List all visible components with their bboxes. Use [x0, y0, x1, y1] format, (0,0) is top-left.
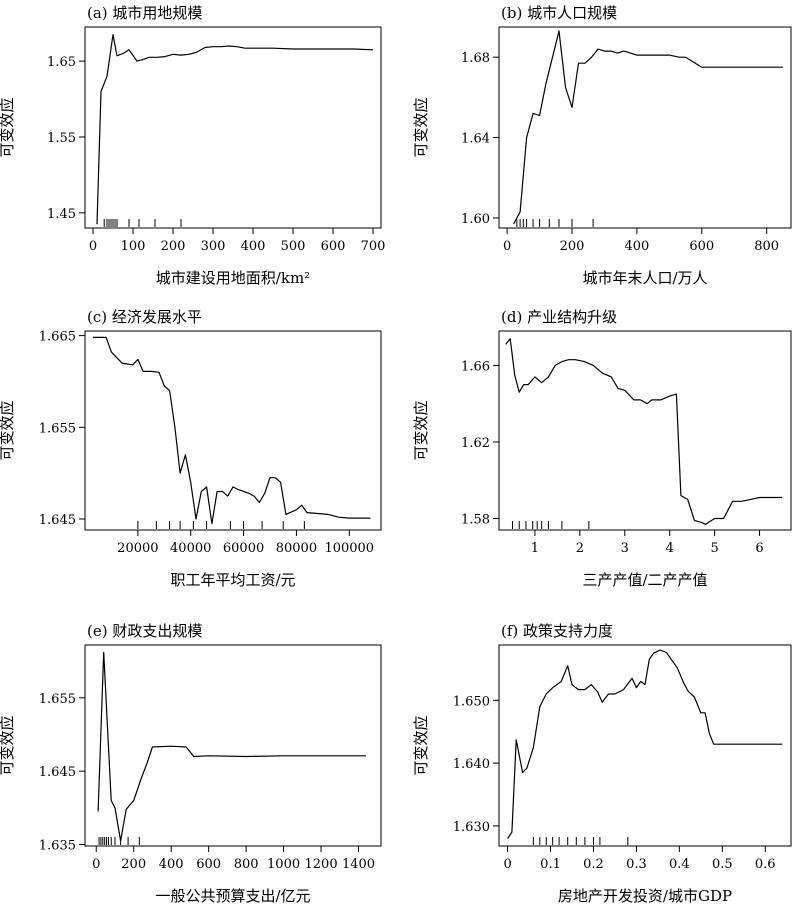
- x-tick-label: 200: [560, 239, 585, 254]
- x-tick-label: 0: [92, 857, 100, 872]
- y-axis-label: 可变效应: [412, 715, 430, 775]
- y-tick-label: 1.640: [453, 757, 490, 772]
- chart-panel-2: (b) 城市人口规模 0 200 400 600 800 1.60 1.64 1.68 城市年末人…: [412, 4, 792, 287]
- plot-frame: [84, 26, 382, 229]
- panel-title: (c) 经济发展水平: [87, 308, 202, 326]
- x-axis-label: 一般公共预算支出/亿元: [155, 887, 310, 905]
- y-tick-label: 1.45: [47, 207, 76, 222]
- y-tick-label: 1.645: [39, 513, 76, 528]
- y-tick-label: 1.62: [461, 436, 490, 451]
- plot-frame: [498, 330, 792, 531]
- y-tick-label: 1.655: [39, 421, 76, 436]
- x-tick-label: 600: [196, 857, 221, 872]
- series-line: [97, 651, 366, 842]
- x-tick-label: 1200: [305, 857, 338, 872]
- x-tick-label: 0.6: [755, 857, 776, 872]
- x-tick-label: 400: [624, 239, 649, 254]
- y-tick-label: 1.64: [461, 132, 490, 147]
- x-tick-label: 100: [121, 239, 146, 254]
- x-tick-label: 1400: [342, 857, 375, 872]
- y-tick-label: 1.635: [39, 839, 76, 854]
- y-axis-label: 可变效应: [412, 97, 430, 157]
- x-axis-label: 城市建设用地面积/km²: [156, 269, 310, 287]
- x-tick-label: 0.1: [540, 857, 561, 872]
- x-tick-label: 200: [121, 857, 146, 872]
- series-line: [92, 336, 371, 525]
- x-tick-label: 60000: [223, 541, 264, 556]
- y-tick-label: 1.650: [453, 694, 490, 709]
- x-tick-label: 20000: [117, 541, 158, 556]
- x-axis-label: 职工年平均工资/元: [170, 571, 295, 589]
- x-tick-label: 600: [321, 239, 346, 254]
- chart-panel-6: (f) 政策支持力度 0 0.1 0.2 0.3 0.4 0.5 0.6 1.630 1.640 1…: [412, 622, 792, 905]
- x-tick-label: 800: [754, 239, 779, 254]
- plot-frame: [498, 26, 792, 229]
- y-tick-label: 1.645: [39, 765, 76, 780]
- y-axis-label: 可变效应: [0, 400, 16, 460]
- x-tick-label: 400: [241, 239, 266, 254]
- y-tick-label: 1.66: [461, 359, 490, 374]
- x-tick-label: 400: [159, 857, 184, 872]
- x-axis-label: 房地产开发投资/城市GDP: [558, 887, 732, 905]
- panel-title: (d) 产业结构升级: [501, 308, 617, 326]
- plot-frame: [84, 644, 382, 847]
- x-axis-label: 城市年末人口/万人: [582, 269, 707, 287]
- y-tick-label: 1.60: [461, 212, 490, 227]
- series-line: [96, 33, 374, 225]
- chart-panel-4: (d) 产业结构升级 1 2 3 4 5 6 1.58 1.62 1.66 三产产值/二产产值 可变效…: [412, 308, 792, 589]
- series-line: [507, 649, 783, 839]
- y-tick-label: 1.65: [47, 55, 76, 70]
- x-tick-label: 0.4: [669, 857, 690, 872]
- panel-title: (f) 政策支持力度: [501, 622, 613, 640]
- x-tick-label: 0.5: [712, 857, 733, 872]
- x-tick-label: 200: [161, 239, 186, 254]
- series-line: [505, 338, 782, 525]
- y-tick-label: 1.665: [39, 330, 76, 345]
- x-tick-label: 0: [89, 239, 97, 254]
- x-tick-label: 80000: [276, 541, 317, 556]
- x-tick-label: 6: [755, 541, 763, 556]
- x-tick-label: 600: [689, 239, 714, 254]
- panel-title: (a) 城市用地规模: [87, 4, 202, 22]
- x-tick-label: 500: [281, 239, 306, 254]
- panel-title: (b) 城市人口规模: [501, 4, 617, 22]
- x-tick-label: 1: [531, 541, 539, 556]
- x-tick-label: 0: [503, 239, 511, 254]
- y-tick-label: 1.630: [453, 820, 490, 835]
- x-tick-label: 800: [234, 857, 259, 872]
- series-line: [513, 30, 783, 225]
- x-tick-label: 1000: [267, 857, 300, 872]
- x-tick-label: 700: [361, 239, 386, 254]
- x-tick-label: 300: [201, 239, 226, 254]
- x-tick-label: 0.3: [626, 857, 647, 872]
- y-tick-label: 1.55: [47, 131, 76, 146]
- x-tick-label: 0.2: [583, 857, 604, 872]
- y-axis-label: 可变效应: [0, 97, 16, 157]
- chart-panel-1: (a) 城市用地规模 0 100 200 300 400 500 600 700 1.45 1.55…: [0, 4, 385, 287]
- panel-title: (e) 财政支出规模: [87, 622, 202, 640]
- y-axis-label: 可变效应: [0, 715, 16, 775]
- chart-panel-3: (c) 经济发展水平 20000 40000 60000 80000 100000 1.64…: [0, 308, 382, 589]
- plot-frame: [498, 644, 792, 847]
- chart-panel-5: (e) 财政支出规模 0 200 400 600 800 1000 1200 1400 1.635…: [0, 622, 382, 905]
- y-tick-label: 1.655: [39, 692, 76, 707]
- y-tick-label: 1.68: [461, 51, 490, 66]
- x-tick-label: 4: [666, 541, 674, 556]
- x-tick-label: 2: [576, 541, 584, 556]
- plot-frame: [84, 330, 382, 531]
- x-axis-label: 三产产值/二产产值: [582, 571, 707, 589]
- x-tick-label: 5: [710, 541, 718, 556]
- x-tick-label: 100000: [324, 541, 374, 556]
- x-tick-label: 3: [621, 541, 629, 556]
- x-tick-label: 0: [503, 857, 511, 872]
- y-axis-label: 可变效应: [412, 400, 430, 460]
- x-tick-label: 40000: [170, 541, 211, 556]
- y-tick-label: 1.58: [461, 513, 490, 528]
